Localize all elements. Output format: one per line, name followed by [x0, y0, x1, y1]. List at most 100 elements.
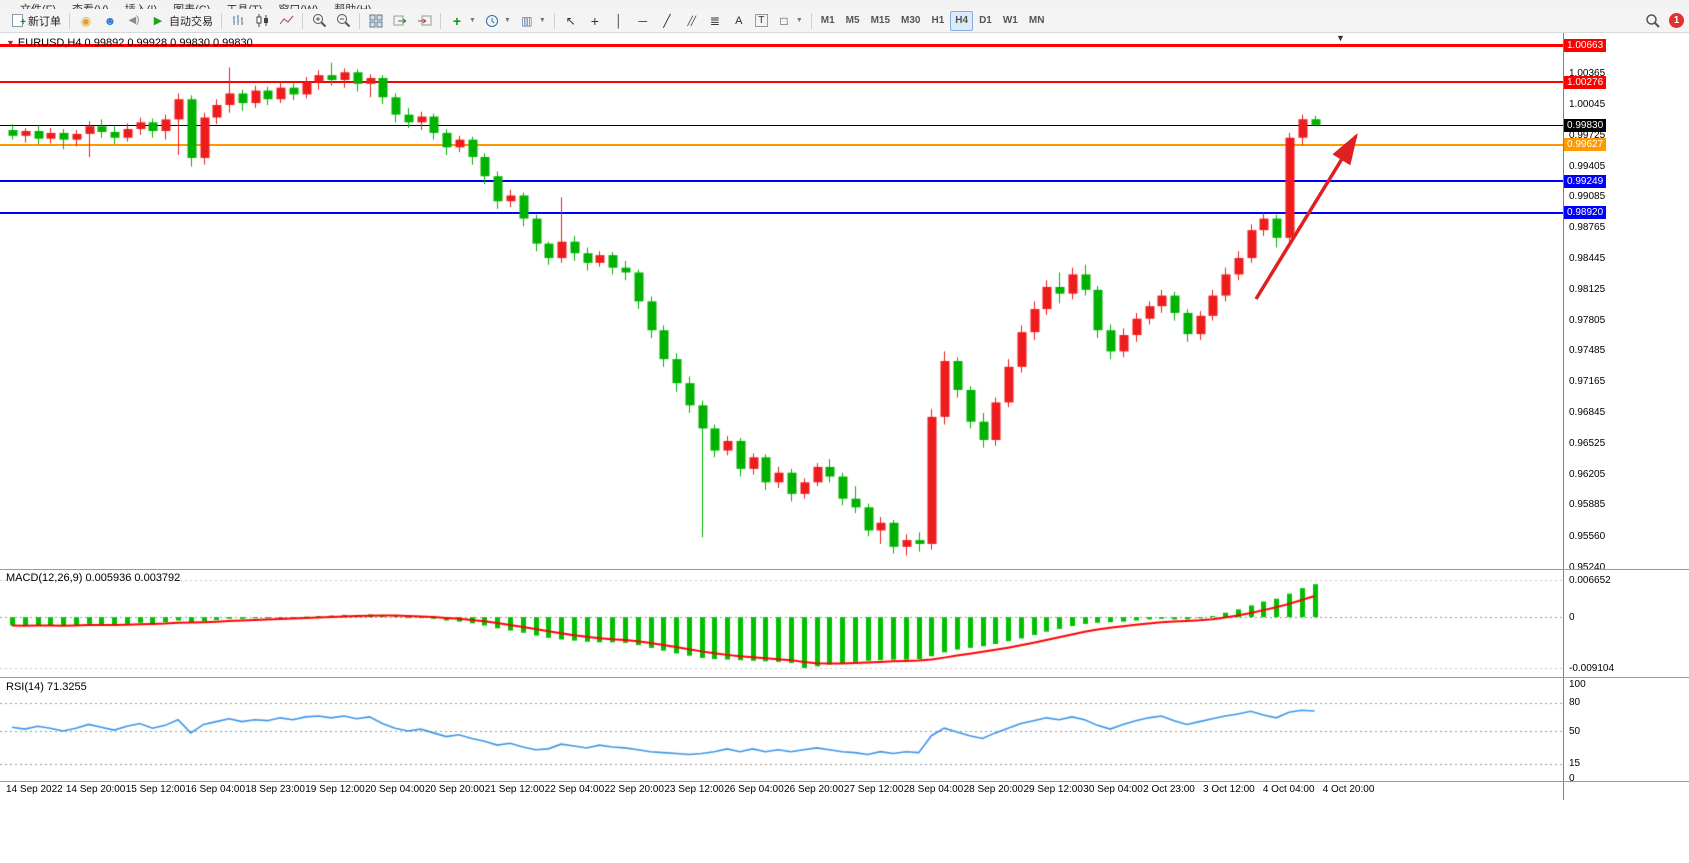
deposit-icon: ◉ — [80, 13, 92, 28]
timeframe-group: M1 M5 M15 M30 H1 H4 D1 W1 MN — [816, 10, 1050, 31]
chevron-down-icon: ▼ — [795, 17, 803, 24]
text-tool-button[interactable]: A — [727, 11, 751, 31]
toolbar-separator — [359, 12, 360, 29]
support-button[interactable]: ☻ — [98, 11, 122, 31]
period-button[interactable]: ▼ — [480, 11, 515, 31]
template-icon: ▥ — [521, 13, 533, 28]
menu-item[interactable]: 插入(I) — [125, 4, 157, 9]
macd-tick-label: 0.006652 — [1569, 574, 1611, 586]
toolbar: + 新订单 ◉ ☻ ◀) ▶ 自动交易 — [0, 9, 1689, 33]
new-order-icon: + — [9, 13, 26, 29]
search-button[interactable] — [1641, 11, 1665, 31]
time-axis-separator — [0, 781, 1689, 782]
notification-badge[interactable]: 1 — [1669, 13, 1684, 28]
timeframe-button-m5[interactable]: M5 — [841, 11, 865, 31]
horizontal-line-icon: ─ — [638, 13, 648, 28]
deposit-button[interactable]: ◉ — [74, 11, 98, 31]
time-axis-label: 16 Sep 04:00 — [185, 784, 246, 795]
time-axis-label: 19 Sep 12:00 — [305, 784, 365, 795]
bar-chart-button[interactable] — [226, 11, 250, 31]
toolbar-separator — [302, 12, 303, 29]
shapes-tool-button[interactable]: □ ▼ — [772, 11, 807, 31]
timeframe-button-h1[interactable]: H1 — [926, 11, 949, 31]
panel-separator-rsi[interactable] — [0, 677, 1689, 678]
chart-shift-button[interactable] — [412, 11, 436, 31]
menu-item[interactable]: 图表(C) — [173, 4, 210, 9]
price-tick-label: 0.99405 — [1569, 160, 1606, 172]
crosshair-tool-button[interactable]: + — [583, 11, 607, 31]
autotrade-button[interactable]: ▶ 自动交易 — [146, 11, 217, 31]
price-tick-label: 0.95560 — [1569, 530, 1606, 542]
auto-scroll-button[interactable] — [388, 11, 412, 31]
trendline-icon: ╱ — [663, 13, 671, 28]
candlestick-chart-button[interactable] — [250, 11, 274, 31]
menu-item[interactable]: 查看(V) — [72, 4, 109, 9]
timeframe-button-d1[interactable]: D1 — [974, 11, 997, 31]
template-button[interactable]: ▥ ▼ — [515, 11, 550, 31]
timeframe-button-w1[interactable]: W1 — [998, 11, 1023, 31]
time-axis-label: 20 Sep 04:00 — [365, 784, 425, 795]
text-label-tool-button[interactable]: T — [751, 11, 772, 31]
price-tick-label: 0.98445 — [1569, 253, 1606, 265]
price-tick-label: 0.95240 — [1569, 561, 1606, 573]
price-line-label: 1.00276 — [1564, 75, 1607, 89]
zoom-out-button[interactable] — [331, 11, 355, 31]
channel-tool-button[interactable]: ╱╱ — [679, 11, 703, 31]
price-tick-label: 0.97805 — [1569, 314, 1606, 326]
time-axis-label: 21 Sep 12:00 — [484, 784, 545, 795]
line-chart-button[interactable] — [274, 11, 298, 31]
toolbar-separator — [69, 12, 70, 29]
trendline-tool-button[interactable]: ╱ — [655, 11, 679, 31]
indicators-button[interactable]: + ▼ — [445, 11, 480, 31]
announcement-button[interactable]: ◀) — [122, 11, 146, 31]
chevron-down-icon: ▼ — [503, 17, 511, 24]
new-order-button[interactable]: + 新订单 — [5, 11, 65, 31]
chart-shift-marker[interactable]: ▼ — [1336, 33, 1345, 43]
toolbar-separator — [440, 12, 441, 29]
price-tick-label: 0.96845 — [1569, 407, 1606, 419]
price-line-label: 0.99830 — [1564, 118, 1607, 132]
timeframe-button-mn[interactable]: MN — [1024, 11, 1050, 31]
search-icon — [1645, 13, 1661, 29]
timeframe-button-m30[interactable]: M30 — [896, 11, 925, 31]
zoom-in-button[interactable] — [307, 11, 331, 31]
tile-windows-button[interactable] — [364, 11, 388, 31]
clock-icon — [484, 13, 500, 29]
panel-separator-macd[interactable] — [0, 569, 1689, 570]
menu-item[interactable]: 工具(T) — [226, 4, 262, 9]
time-axis-label: 29 Sep 12:00 — [1023, 784, 1083, 795]
timeframe-button-m1[interactable]: M1 — [816, 11, 840, 31]
time-axis-label: 23 Sep 12:00 — [664, 784, 724, 795]
cursor-icon: ↖ — [565, 13, 576, 28]
symbol-ohlc-text: EURUSD,H4 0.99892 0.99928 0.99830 0.9983… — [17, 37, 253, 49]
chart-ohlc-header: ▼ EURUSD,H4 0.99892 0.99928 0.99830 0.998… — [6, 37, 253, 49]
vertical-line-icon: │ — [615, 13, 623, 28]
fibonacci-icon: ≣ — [709, 13, 720, 28]
time-axis-label: 15 Sep 12:00 — [125, 784, 186, 795]
announcement-icon: ◀) — [128, 14, 140, 26]
chart-shift-icon — [416, 13, 432, 29]
cursor-tool-button[interactable]: ↖ — [559, 11, 583, 31]
timeframe-button-h4[interactable]: H4 — [950, 10, 974, 31]
menu-item[interactable]: 窗口(W) — [278, 4, 318, 9]
time-axis-label: 4 Oct 04:00 — [1262, 784, 1315, 795]
price-tick-label: 0.97165 — [1569, 376, 1606, 388]
horizontal-line-tool-button[interactable]: ─ — [631, 11, 655, 31]
menu-item[interactable]: 帮助(H) — [334, 4, 371, 9]
price-line-label: 0.99627 — [1564, 138, 1607, 152]
time-axis-label: 26 Sep 04:00 — [724, 784, 784, 795]
chevron-down-icon: ▼ — [538, 17, 546, 24]
toolbar-separator — [221, 12, 222, 29]
macd-tick-label: -0.009104 — [1569, 662, 1615, 674]
timeframe-button-m15[interactable]: M15 — [866, 11, 895, 31]
vertical-line-tool-button[interactable]: │ — [607, 11, 631, 31]
fibonacci-tool-button[interactable]: ≣ — [703, 11, 727, 31]
zoom-in-icon — [311, 13, 327, 29]
time-axis-label: 26 Sep 20:00 — [784, 784, 844, 795]
bar-chart-icon — [230, 13, 246, 29]
price-line-label: 1.00663 — [1564, 38, 1607, 52]
autotrade-icon: ▶ — [153, 14, 163, 27]
tile-windows-icon — [368, 13, 384, 29]
menu-item[interactable]: 文件(F) — [20, 4, 56, 9]
